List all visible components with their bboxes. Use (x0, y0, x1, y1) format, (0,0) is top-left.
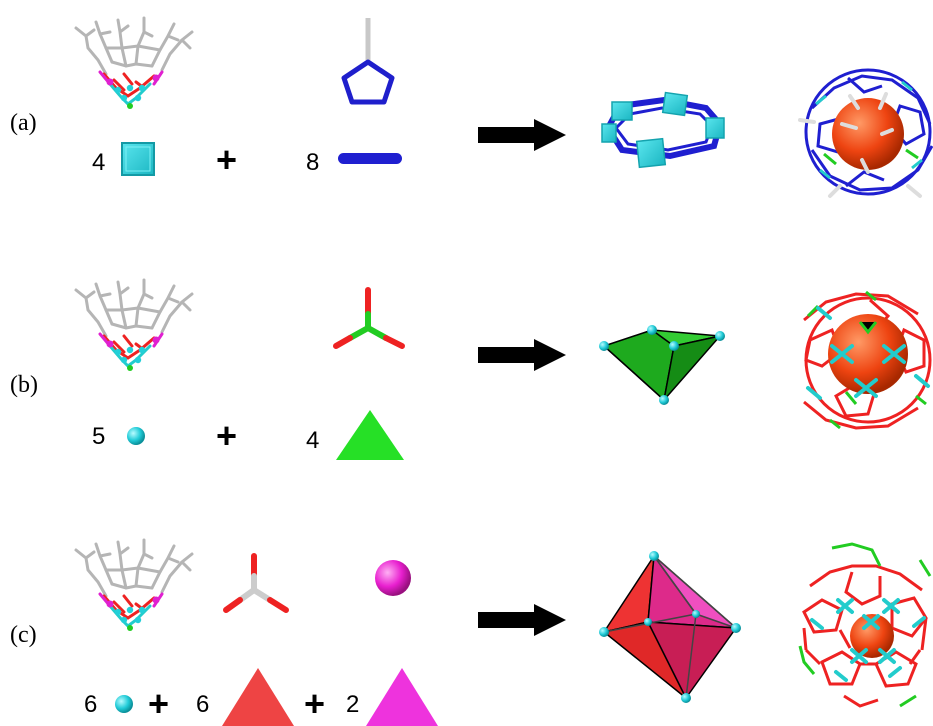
cluster-c-glyph (74, 538, 194, 633)
row-label-c: (c) (10, 622, 37, 648)
oxoanion-b-glyph (333, 287, 405, 349)
green-polyhedron-glyph (599, 325, 725, 405)
count-c-1: 6 (84, 691, 97, 718)
oxoanion-c-glyph (223, 553, 289, 613)
count-a-2: 8 (306, 149, 319, 176)
blue-linker-glyph (338, 153, 402, 164)
count-c-3: 2 (346, 691, 359, 718)
row-b: (b) 5 + 4 (10, 278, 932, 460)
cage-a-glyph (798, 68, 933, 198)
row-label-a: (a) (10, 110, 37, 136)
plus-b-1: + (216, 415, 237, 456)
row-a: (a) 4 + 8 (10, 16, 933, 198)
cage-b-glyph (803, 290, 932, 430)
arrow-a (478, 119, 566, 151)
cluster-b-glyph (74, 278, 194, 373)
count-b-2: 4 (306, 427, 319, 454)
octagon-ring-glyph (601, 91, 725, 169)
count-b-1: 5 (92, 423, 105, 450)
red-triangle-glyph (222, 668, 294, 726)
plus-a-1: + (216, 139, 237, 180)
cyan-sphere-c-glyph (115, 695, 133, 713)
arrow-c (478, 604, 566, 636)
cage-c-glyph (798, 542, 932, 708)
imidazole-ligand-glyph (341, 18, 395, 105)
magenta-sphere-glyph (375, 560, 411, 596)
cyan-sphere-glyph (127, 427, 145, 445)
count-a-1: 4 (92, 149, 105, 176)
cluster-a-glyph (74, 16, 194, 111)
count-c-2: 6 (196, 691, 209, 718)
arrow-b (478, 339, 566, 371)
row-label-b: (b) (10, 372, 38, 398)
plus-c-1: + (148, 683, 169, 724)
green-triangle-glyph (336, 410, 404, 460)
plus-c-2: + (304, 683, 325, 724)
magenta-triangle-glyph (366, 668, 438, 726)
cyan-square-glyph (121, 142, 155, 176)
octahedron-glyph (599, 551, 741, 703)
row-c: (c) 6 + 6 + 2 (10, 538, 932, 726)
